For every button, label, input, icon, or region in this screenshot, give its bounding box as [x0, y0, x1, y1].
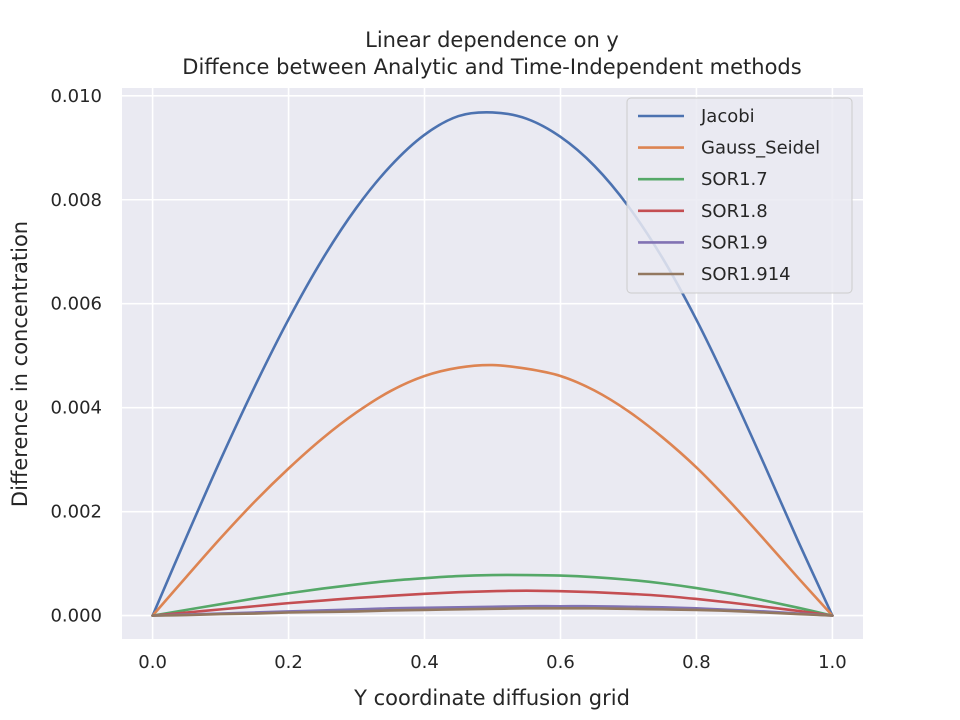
- chart-title-line-1: Linear dependence on y: [365, 28, 619, 52]
- y-tick-label: 0.000: [50, 606, 102, 627]
- y-axis-label: Difference in concentration: [8, 221, 32, 507]
- x-tick-label: 0.8: [682, 652, 711, 673]
- chart-title-line-2: Diffence between Analytic and Time-Indep…: [182, 55, 801, 79]
- legend-label-sor1-7: SOR1.7: [701, 169, 768, 190]
- x-tick-label: 1.0: [818, 652, 847, 673]
- x-axis-label: Y coordinate diffusion grid: [353, 686, 630, 710]
- series-line-jacobi: [151, 110, 834, 617]
- series-layer: [151, 110, 834, 617]
- y-tick-label: 0.008: [50, 190, 102, 211]
- x-tick-label: 0.2: [274, 652, 303, 673]
- y-tick-label: 0.010: [50, 86, 102, 107]
- x-tick-label: 0.4: [410, 652, 439, 673]
- x-ticks: 0.0 0.2 0.4 0.6 0.8 1.0: [138, 652, 846, 673]
- legend-label-sor1-914: SOR1.914: [701, 264, 791, 285]
- series-line-sor1-914: [151, 606, 834, 617]
- x-tick-label: 0.0: [138, 652, 167, 673]
- legend-label-sor1-9: SOR1.9: [701, 232, 768, 253]
- legend-label-gauss-seidel: Gauss_Seidel: [701, 138, 820, 159]
- x-tick-label: 0.6: [546, 652, 575, 673]
- y-tick-label: 0.002: [50, 502, 102, 523]
- y-ticks: 0.000 0.002 0.004 0.006 0.008 0.010: [50, 86, 102, 627]
- legend-label-jacobi: Jacobi: [700, 106, 755, 127]
- legend: Jacobi Gauss_Seidel SOR1.7 SOR1.8 SOR1.9 SOR1…: [626, 97, 853, 294]
- y-tick-label: 0.004: [50, 398, 102, 419]
- legend-label-sor1-8: SOR1.8: [701, 201, 768, 222]
- y-tick-label: 0.006: [50, 294, 102, 315]
- series-line-sor1-7: [151, 573, 834, 617]
- series-line-gauss-seidel: [151, 363, 834, 617]
- series-line-sor1-8: [151, 589, 834, 617]
